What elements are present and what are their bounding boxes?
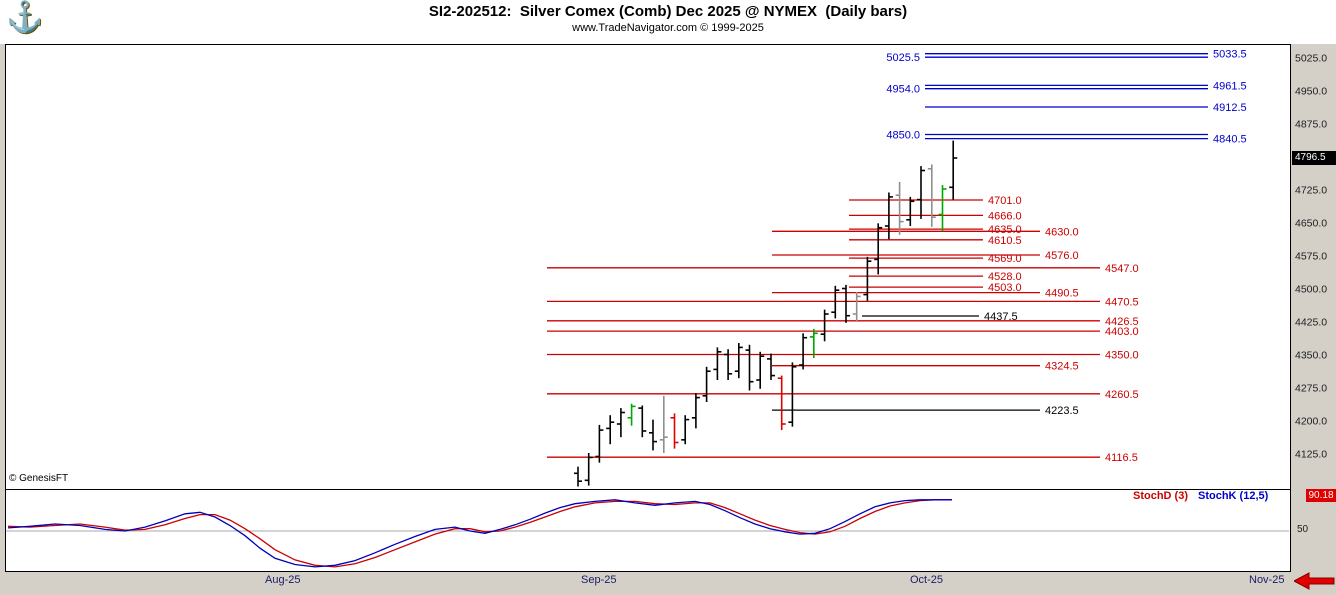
- month-label-nov: Nov-25: [1249, 574, 1285, 586]
- genesis-logo-icon: ⚓: [6, 1, 44, 34]
- last-price-box: 4796.5: [1292, 151, 1336, 165]
- header-band: [0, 0, 1336, 44]
- chart-subtitle: www.TradeNavigator.com © 1999-2025: [572, 22, 764, 34]
- stochastic-pane[interactable]: [5, 489, 1291, 572]
- genesisft-watermark: © GenesisFT: [9, 473, 69, 484]
- month-label-aug: Aug-25: [265, 574, 301, 586]
- price-chart-pane[interactable]: [5, 44, 1291, 490]
- scroll-to-latest-arrow-icon[interactable]: [1292, 572, 1336, 595]
- month-label-sep: Sep-25: [581, 574, 617, 586]
- time-axis[interactable]: Aug-25 Sep-25 Oct-25 Nov-25: [0, 572, 1336, 591]
- stochk-label: StochK (12,5): [1198, 490, 1269, 502]
- stoch-value-box: 90.18: [1306, 489, 1336, 502]
- chart-title: SI2-202512: Silver Comex (Comb) Dec 2025…: [428, 3, 908, 20]
- stoch-axis-50: 50: [1297, 524, 1309, 535]
- stochd-label: StochD (3): [1133, 490, 1188, 502]
- month-label-oct: Oct-25: [910, 574, 944, 586]
